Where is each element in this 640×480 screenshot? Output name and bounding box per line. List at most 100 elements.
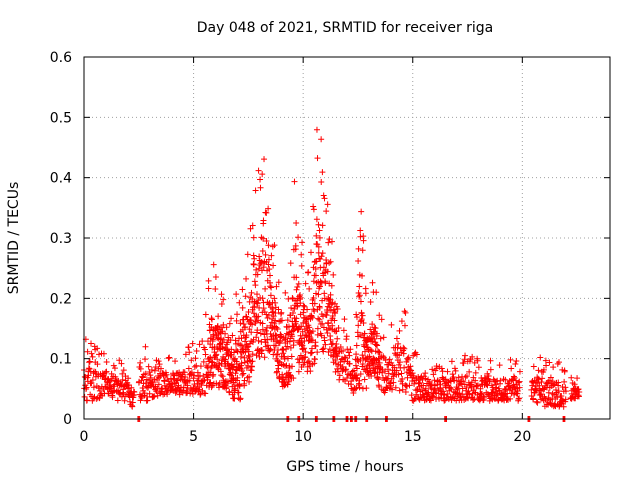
data-point xyxy=(385,370,392,377)
data-point xyxy=(318,136,325,143)
data-point xyxy=(320,313,327,320)
data-point xyxy=(311,307,318,314)
data-point xyxy=(379,366,386,373)
data-point xyxy=(253,266,260,273)
data-point xyxy=(401,322,408,329)
data-point xyxy=(260,305,267,312)
data-point xyxy=(214,356,221,363)
data-point xyxy=(394,344,401,351)
data-point xyxy=(316,227,323,234)
data-point xyxy=(239,371,246,378)
data-point xyxy=(224,380,231,387)
data-point xyxy=(157,365,164,372)
data-point xyxy=(249,222,256,229)
data-point xyxy=(118,360,125,367)
data-point xyxy=(249,358,256,365)
data-point xyxy=(264,336,271,343)
data-point xyxy=(316,316,323,323)
data-point xyxy=(268,284,275,291)
data-point xyxy=(258,267,265,274)
data-point xyxy=(462,352,469,359)
data-point xyxy=(236,383,243,390)
data-point xyxy=(485,372,492,379)
data-point xyxy=(373,289,380,296)
data-point xyxy=(343,375,350,382)
data-point xyxy=(352,362,359,369)
data-point xyxy=(323,312,330,319)
data-point xyxy=(358,316,365,323)
data-point xyxy=(391,364,398,371)
data-point xyxy=(228,352,235,359)
data-point xyxy=(199,338,206,345)
data-point xyxy=(218,372,225,379)
data-point xyxy=(444,368,451,375)
x-axis-label: GPS time / hours xyxy=(286,459,403,475)
data-point xyxy=(310,278,317,285)
data-point xyxy=(270,313,277,320)
data-point xyxy=(84,397,91,404)
data-point xyxy=(248,317,255,324)
data-point xyxy=(260,235,267,242)
data-point xyxy=(337,359,344,366)
data-point xyxy=(332,356,339,363)
data-point xyxy=(241,377,248,384)
data-point xyxy=(512,360,519,367)
data-point xyxy=(453,377,460,384)
data-point xyxy=(88,350,95,357)
data-point xyxy=(102,369,109,376)
data-point xyxy=(259,248,266,255)
data-point xyxy=(419,376,426,383)
data-point xyxy=(295,234,302,241)
data-point xyxy=(353,385,360,392)
data-point xyxy=(314,155,321,162)
data-point xyxy=(266,266,273,273)
data-point xyxy=(321,195,328,202)
data-point xyxy=(293,220,300,227)
data-point xyxy=(215,313,222,320)
data-point xyxy=(386,356,393,363)
data-point xyxy=(396,359,403,366)
data-point xyxy=(264,315,271,322)
data-point xyxy=(357,227,364,234)
data-point xyxy=(229,375,236,382)
data-point xyxy=(345,349,352,356)
data-point xyxy=(127,398,134,405)
data-point xyxy=(242,313,249,320)
data-point xyxy=(85,365,92,372)
data-point xyxy=(390,373,397,380)
data-point xyxy=(302,354,309,361)
data-point xyxy=(139,385,146,392)
data-point xyxy=(380,334,387,341)
data-point xyxy=(298,323,305,330)
data-point xyxy=(294,284,301,291)
data-point xyxy=(259,326,266,333)
data-point xyxy=(323,208,330,215)
data-point xyxy=(510,373,517,380)
data-point xyxy=(326,259,333,266)
data-point xyxy=(419,387,426,394)
data-point xyxy=(89,377,96,384)
data-point xyxy=(235,389,242,396)
data-point xyxy=(460,360,467,367)
data-point xyxy=(242,293,249,300)
data-point xyxy=(372,325,379,332)
data-point xyxy=(455,374,462,381)
data-point xyxy=(356,384,363,391)
data-point xyxy=(374,342,381,349)
y-axis-ticks: 0 0.1 0.2 0.3 0.4 0.5 0.6 xyxy=(50,50,610,428)
data-point xyxy=(239,304,246,311)
data-point xyxy=(265,256,272,263)
data-point xyxy=(333,328,340,335)
data-point xyxy=(369,321,376,328)
data-point xyxy=(508,365,515,372)
data-point xyxy=(319,222,326,229)
data-point xyxy=(238,349,245,356)
data-point xyxy=(401,345,408,352)
data-point xyxy=(466,368,473,375)
data-point xyxy=(259,171,266,178)
data-point xyxy=(218,291,225,298)
data-point xyxy=(116,357,123,364)
data-point xyxy=(427,397,434,404)
data-point xyxy=(212,273,219,280)
data-point xyxy=(302,349,309,356)
